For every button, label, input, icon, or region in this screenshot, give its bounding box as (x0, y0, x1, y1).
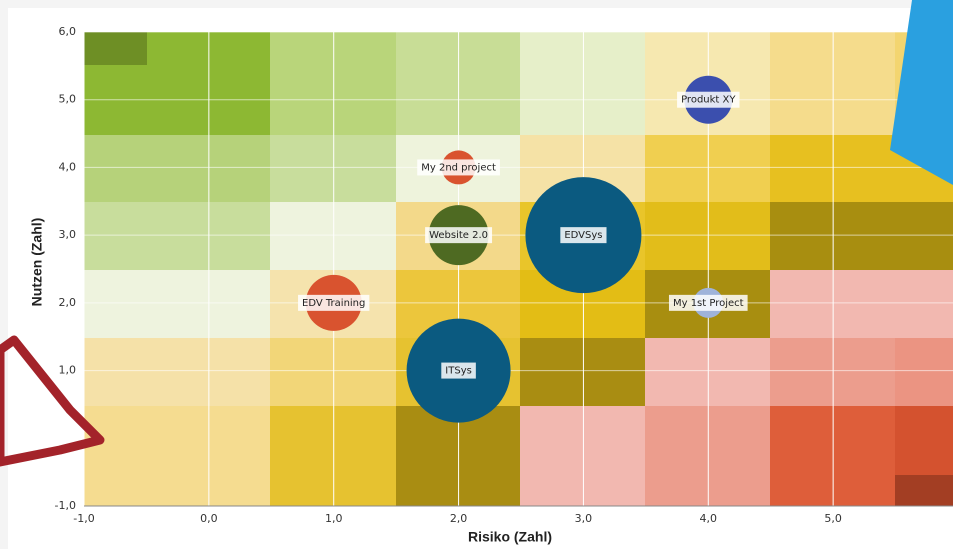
heat-cell (84, 338, 270, 406)
heat-cell (770, 202, 895, 270)
heat-cell (84, 135, 270, 202)
bubble-label-box (425, 227, 493, 244)
bubble-label: ITSys (445, 366, 472, 377)
heat-cell (396, 406, 520, 506)
y-tick-label: 1,0 (59, 364, 77, 377)
heat-cell (520, 338, 645, 406)
bubble-label: Produkt XY (681, 95, 736, 106)
y-axis-title: Nutzen (Zahl) (29, 218, 45, 307)
x-tick-label: -1,0 (73, 512, 94, 525)
x-tick-label: 2,0 (450, 512, 468, 525)
y-tick-label: 2,0 (59, 296, 77, 309)
bubble-label: EDVSys (564, 230, 602, 241)
heat-cell (270, 406, 396, 506)
heat-cell (895, 338, 953, 406)
heat-cell (645, 202, 770, 270)
decor-arrow (0, 335, 105, 467)
y-tick-label: 6,0 (59, 25, 77, 38)
y-tick-label: 5,0 (59, 93, 77, 106)
bubbles: Produkt XY My 2nd project Website 2.0 EDVSy… (298, 75, 748, 423)
x-tick-label: 4,0 (700, 512, 718, 525)
heat-cell (270, 338, 396, 406)
heat-cell (84, 270, 270, 338)
heat-cell (645, 135, 770, 202)
x-tick-label: 5,0 (824, 512, 842, 525)
heat-cell (270, 135, 396, 202)
heat-cell (895, 270, 953, 338)
x-axis-title: Risiko (Zahl) (468, 529, 552, 545)
bubble-label: My 1st Project (673, 298, 744, 309)
bubble-label-box (668, 294, 748, 311)
heat-cell (770, 270, 895, 338)
bubble-label-box (441, 362, 476, 379)
heat-patch (895, 475, 953, 506)
heat-cell (270, 202, 396, 270)
bubble-label-box (677, 91, 740, 108)
ticks: -1,00,01,02,03,04,05,06-1,01,02,03,04,05… (55, 25, 842, 525)
x-tick-label: 0,0 (200, 512, 218, 525)
bubble-label-box (560, 227, 607, 244)
heat-cell (645, 338, 770, 406)
heat-cell (396, 32, 520, 135)
x-tick-label: 3,0 (575, 512, 593, 525)
heat-cell (270, 32, 396, 135)
y-tick-label: 3,0 (59, 228, 77, 241)
heat-cell (84, 202, 270, 270)
decor-shape (890, 0, 953, 185)
heat-cell (895, 202, 953, 270)
heat-cell (84, 406, 270, 506)
bubble-label: My 2nd project (421, 162, 496, 173)
bubble-label: EDV Training (302, 298, 365, 309)
bubble-label-box (417, 159, 500, 176)
y-tick-label: 4,0 (59, 160, 77, 173)
heat-cell (770, 338, 895, 406)
heat-cell (645, 406, 770, 506)
x-tick-label: 1,0 (325, 512, 343, 525)
y-tick-label: -1,0 (55, 499, 76, 512)
bubble-label: Website 2.0 (429, 230, 488, 241)
heat-cell (770, 135, 895, 202)
heat-cell (770, 32, 895, 135)
heat-patch (84, 32, 147, 65)
bubble-label-box (298, 294, 370, 311)
heat-cell (520, 32, 645, 135)
heatmap (84, 32, 953, 506)
heat-cell (770, 406, 895, 506)
heat-cell (520, 406, 645, 506)
